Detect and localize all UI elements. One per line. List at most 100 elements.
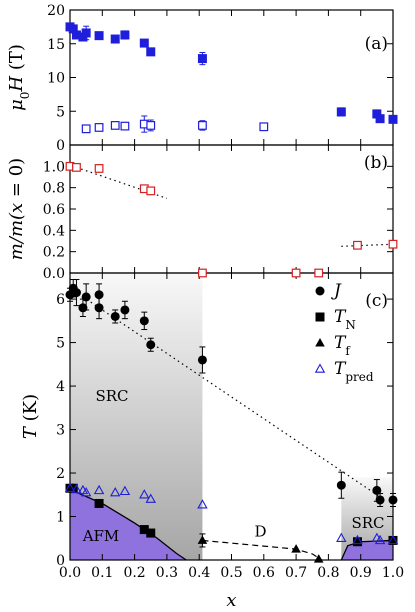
guide-line-1-0 bbox=[76, 166, 168, 199]
data-point-2-1-4 bbox=[146, 528, 156, 538]
y-tick-label-1-2: 0.4 bbox=[43, 223, 65, 239]
data-point-2-0-4 bbox=[81, 292, 91, 302]
data-point-2-3-6 bbox=[119, 485, 131, 496]
panel-label-2: (c) bbox=[365, 291, 388, 311]
data-point-0-1-2 bbox=[110, 121, 120, 130]
data-point-1-0-4 bbox=[146, 186, 156, 196]
phase-regions bbox=[69, 273, 394, 561]
y-tick-label-2-1: 1 bbox=[56, 510, 65, 526]
x-tick-label-3: 0.3 bbox=[156, 565, 178, 581]
legend-marker-1 bbox=[315, 312, 325, 322]
legend-marker-0 bbox=[315, 286, 325, 296]
legend-marker-3 bbox=[314, 363, 326, 373]
data-point-2-3-3 bbox=[80, 486, 92, 497]
y-axis-title-c: T (K) bbox=[20, 394, 41, 439]
data-point-2-0-6 bbox=[94, 303, 104, 313]
data-point-1-0-5 bbox=[198, 268, 207, 278]
data-point-2-3-0 bbox=[64, 482, 76, 492]
data-point-2-0-2 bbox=[71, 288, 81, 298]
data-point-1-0-2 bbox=[94, 164, 104, 173]
panel-label-1: (b) bbox=[364, 153, 388, 173]
x-tick-label-9: 0.9 bbox=[350, 565, 372, 581]
data-point-2-3-11 bbox=[352, 534, 363, 545]
x-tick-label-4: 0.4 bbox=[188, 565, 210, 581]
data-point-2-1-1 bbox=[68, 483, 78, 493]
data-point-2-1-5 bbox=[352, 537, 362, 547]
y-tick-label-1-4: 0.8 bbox=[43, 181, 65, 197]
region-label-0: SRC bbox=[95, 387, 128, 405]
y-tick-label-0-0: 0 bbox=[56, 138, 65, 154]
data-point-0-1-7 bbox=[259, 122, 269, 132]
data-point-2-3-8 bbox=[145, 493, 156, 503]
region-label-4: D bbox=[255, 523, 267, 541]
y-tick-label-0-2: 10 bbox=[47, 71, 65, 87]
legend-label-0: J bbox=[331, 281, 342, 301]
y-tick-label-1-1: 0.2 bbox=[43, 245, 65, 261]
data-point-0-1-3 bbox=[120, 121, 130, 131]
y-tick-label-2-3: 3 bbox=[56, 423, 65, 439]
data-point-0-0-4 bbox=[81, 28, 91, 38]
data-point-0-0-9 bbox=[146, 47, 156, 57]
x-tick-label-6: 0.6 bbox=[253, 565, 275, 581]
data-point-2-0-15 bbox=[388, 495, 398, 505]
panel-label-0: (a) bbox=[365, 34, 388, 54]
y-tick-label-2-4: 4 bbox=[56, 379, 65, 395]
data-point-0-0-7 bbox=[120, 30, 130, 40]
data-point-2-3-14 bbox=[387, 534, 399, 545]
data-point-2-3-1 bbox=[71, 483, 82, 494]
data-point-0-1-1 bbox=[94, 123, 104, 132]
y-tick-label-1-0: 0.0 bbox=[43, 266, 65, 282]
data-point-2-0-12 bbox=[336, 480, 346, 490]
guide-line-2-0 bbox=[69, 287, 381, 498]
data-point-2-3-13 bbox=[374, 534, 386, 545]
data-point-2-0-10 bbox=[146, 340, 156, 350]
data-point-2-0-13 bbox=[372, 485, 382, 495]
data-point-0-0-5 bbox=[94, 31, 104, 41]
data-point-2-0-14 bbox=[375, 495, 385, 505]
data-point-2-0-9 bbox=[139, 316, 149, 326]
data-point-2-3-10 bbox=[336, 532, 347, 543]
data-point-0-0-2 bbox=[71, 30, 81, 40]
data-point-0-0-8 bbox=[139, 38, 149, 48]
x-tick-label-8: 0.8 bbox=[317, 565, 339, 581]
region-label-2: AFM bbox=[82, 527, 120, 545]
x-tick-label-7: 0.7 bbox=[285, 565, 307, 581]
x-tick-label-10: 1.0 bbox=[382, 565, 404, 581]
x-tick-label-1: 0.1 bbox=[91, 565, 113, 581]
data-point-0-0-6 bbox=[110, 34, 120, 44]
y-axis-title-b: m/m(x = 0) bbox=[6, 158, 27, 260]
x-tick-label-5: 0.5 bbox=[220, 565, 242, 581]
data-point-0-1-6 bbox=[198, 121, 207, 130]
legend-marker-2 bbox=[315, 338, 325, 347]
data-point-0-0-14 bbox=[388, 114, 398, 124]
data-point-1-0-8 bbox=[353, 240, 362, 250]
legend-label-3: Tpred bbox=[334, 359, 374, 384]
data-point-2-3-5 bbox=[109, 486, 121, 497]
y-tick-label-0-1: 5 bbox=[56, 104, 65, 120]
x-tick-label-0: 0.0 bbox=[59, 565, 81, 581]
y-tick-label-1-3: 0.6 bbox=[43, 202, 65, 218]
guide-line-1-1 bbox=[341, 243, 394, 247]
data-point-0-0-12 bbox=[372, 109, 382, 119]
data-point-0-0-11 bbox=[336, 107, 346, 117]
data-point-0-0-1 bbox=[68, 24, 78, 34]
region-label-1: SRC bbox=[351, 514, 384, 532]
y-tick-label-0-3: 15 bbox=[47, 37, 65, 53]
data-point-0-0-13 bbox=[375, 114, 385, 124]
data-point-2-0-7 bbox=[110, 311, 120, 321]
legend-label-1: TN bbox=[334, 307, 356, 332]
data-point-2-3-4 bbox=[93, 484, 105, 495]
x-tick-label-2: 0.2 bbox=[123, 565, 145, 581]
guide-line-2-1 bbox=[202, 539, 323, 561]
data-point-2-1-3 bbox=[139, 525, 149, 535]
data-point-2-0-8 bbox=[120, 305, 130, 315]
data-point-2-2-0 bbox=[197, 535, 208, 544]
y-tick-label-2-5: 5 bbox=[56, 336, 65, 352]
data-point-0-0-10 bbox=[197, 54, 207, 64]
data-point-1-0-7 bbox=[314, 268, 324, 278]
data-point-2-3-9 bbox=[197, 499, 208, 509]
y-tick-label-1-5: 1.0 bbox=[43, 159, 65, 175]
data-point-2-2-1 bbox=[291, 544, 301, 553]
plot-frame-1 bbox=[69, 144, 394, 274]
